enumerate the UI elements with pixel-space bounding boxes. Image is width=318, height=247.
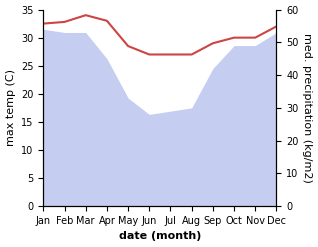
Y-axis label: max temp (C): max temp (C) bbox=[5, 69, 16, 146]
X-axis label: date (month): date (month) bbox=[119, 231, 201, 242]
Y-axis label: med. precipitation (kg/m2): med. precipitation (kg/m2) bbox=[302, 33, 313, 183]
